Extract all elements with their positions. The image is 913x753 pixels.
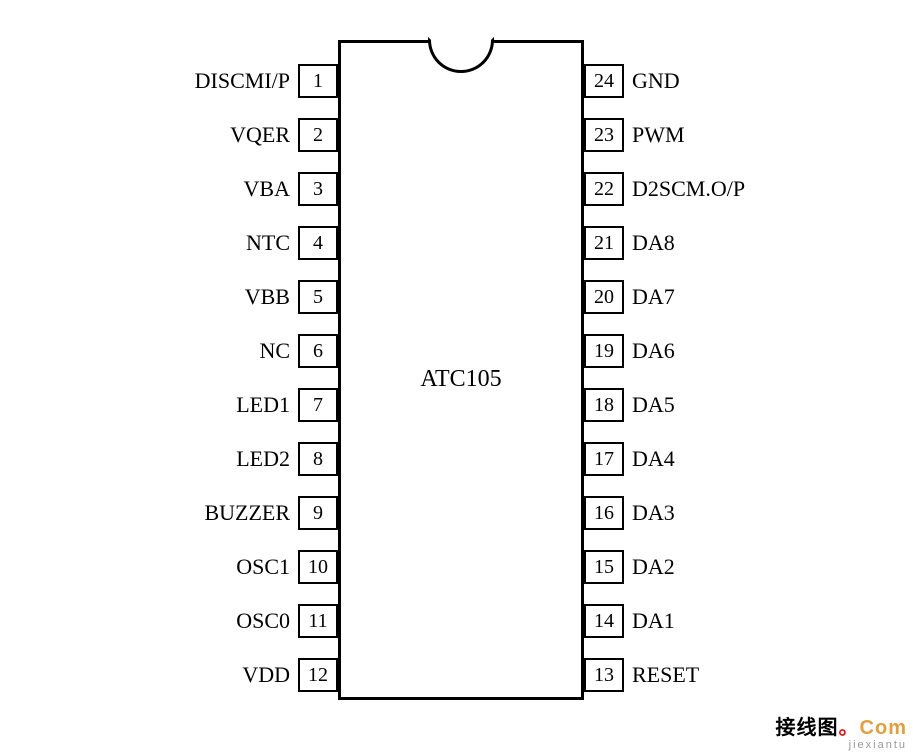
pin-number: 23	[584, 118, 624, 152]
pin-number: 15	[584, 550, 624, 584]
pin-number: 6	[298, 334, 338, 368]
watermark-dot: 。	[839, 717, 860, 739]
pin-number: 18	[584, 388, 624, 422]
pin-number: 20	[584, 280, 624, 314]
pin-number: 22	[584, 172, 624, 206]
pin-label: DISCMI/P	[0, 64, 290, 98]
pin-label: DA2	[632, 550, 892, 584]
pin-label: DA3	[632, 496, 892, 530]
pin-number: 5	[298, 280, 338, 314]
pin-label: RESET	[632, 658, 892, 692]
pin-label: OSC1	[0, 550, 290, 584]
pin-label: OSC0	[0, 604, 290, 638]
pin-label: DA7	[632, 280, 892, 314]
pin-label: VQER	[0, 118, 290, 152]
pin-label: VBA	[0, 172, 290, 206]
pin-number: 19	[584, 334, 624, 368]
pin-label: D2SCM.O/P	[632, 172, 892, 206]
pin-label: DA8	[632, 226, 892, 260]
pin-number: 11	[298, 604, 338, 638]
pin-label: DA6	[632, 334, 892, 368]
pin-label: VBB	[0, 280, 290, 314]
pin-number: 21	[584, 226, 624, 260]
pin-label: DA4	[632, 442, 892, 476]
pin-label: NTC	[0, 226, 290, 260]
pin-number: 3	[298, 172, 338, 206]
pin-label: PWM	[632, 118, 892, 152]
pin-label: BUZZER	[0, 496, 290, 530]
pin-number: 13	[584, 658, 624, 692]
pin-number: 1	[298, 64, 338, 98]
pin-number: 12	[298, 658, 338, 692]
pin-number: 17	[584, 442, 624, 476]
pin-label: GND	[632, 64, 892, 98]
pin-number: 16	[584, 496, 624, 530]
watermark-com: Com	[860, 717, 907, 739]
pin-number: 8	[298, 442, 338, 476]
pin-number: 2	[298, 118, 338, 152]
pin-number: 10	[298, 550, 338, 584]
pin-label: LED1	[0, 388, 290, 422]
pin-label: LED2	[0, 442, 290, 476]
pin-label: VDD	[0, 658, 290, 692]
pin-number: 4	[298, 226, 338, 260]
pin-number: 9	[298, 496, 338, 530]
pin-number: 14	[584, 604, 624, 638]
watermark: 接线图。Com jiexiantu	[776, 717, 907, 751]
watermark-text: 接线图	[776, 717, 839, 739]
chip-part-number: ATC105	[401, 366, 521, 393]
pin-label: DA5	[632, 388, 892, 422]
pin-number: 24	[584, 64, 624, 98]
pin-label: NC	[0, 334, 290, 368]
pin-label: DA1	[632, 604, 892, 638]
pin-number: 7	[298, 388, 338, 422]
watermark-sub: jiexiantu	[776, 739, 907, 751]
